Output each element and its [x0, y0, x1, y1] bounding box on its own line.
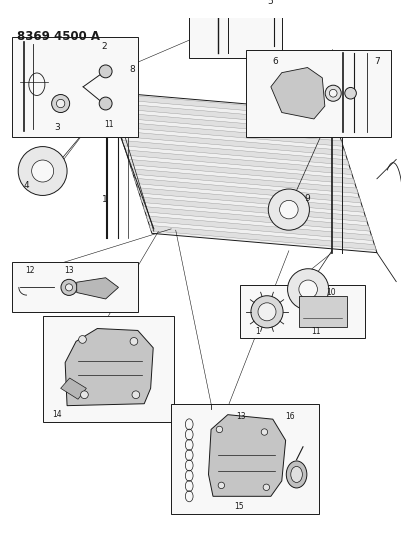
Bar [240, 286, 365, 338]
Bar [299, 296, 347, 327]
Ellipse shape [65, 284, 73, 291]
Polygon shape [134, 178, 361, 203]
Text: 16: 16 [285, 412, 295, 421]
Text: 6: 6 [273, 57, 278, 66]
Ellipse shape [218, 482, 224, 489]
Polygon shape [149, 225, 376, 250]
Text: 7: 7 [374, 57, 380, 66]
Text: 14: 14 [52, 409, 62, 418]
Text: 4: 4 [24, 181, 29, 190]
Ellipse shape [52, 94, 70, 112]
Polygon shape [146, 216, 373, 240]
Ellipse shape [261, 429, 268, 435]
Ellipse shape [288, 269, 329, 310]
Ellipse shape [279, 200, 298, 219]
Polygon shape [120, 131, 346, 156]
Polygon shape [140, 197, 367, 222]
Polygon shape [125, 150, 352, 175]
Text: 9: 9 [304, 193, 310, 203]
Polygon shape [122, 141, 349, 165]
Ellipse shape [99, 65, 112, 78]
Polygon shape [129, 159, 355, 184]
Ellipse shape [56, 99, 65, 108]
Text: 3: 3 [55, 123, 60, 132]
Text: 5: 5 [267, 0, 273, 6]
Text: 11: 11 [104, 119, 113, 128]
Ellipse shape [251, 296, 283, 328]
Bar [12, 37, 138, 137]
Bar [43, 316, 175, 422]
Polygon shape [65, 328, 153, 406]
Text: 10: 10 [326, 288, 335, 297]
Ellipse shape [80, 391, 88, 399]
Ellipse shape [268, 189, 309, 230]
Text: 15: 15 [234, 502, 244, 511]
Polygon shape [137, 188, 364, 212]
Polygon shape [107, 92, 377, 253]
Bar [246, 50, 391, 137]
Ellipse shape [99, 97, 112, 110]
Ellipse shape [263, 484, 270, 490]
Polygon shape [77, 278, 118, 299]
Text: 13: 13 [236, 412, 246, 421]
Text: 8369 4500 A: 8369 4500 A [17, 30, 100, 43]
Text: 13: 13 [64, 265, 74, 274]
Polygon shape [271, 68, 325, 119]
Ellipse shape [32, 160, 53, 182]
Polygon shape [61, 378, 86, 399]
Ellipse shape [79, 336, 86, 343]
Ellipse shape [325, 85, 341, 101]
Text: 11: 11 [311, 327, 321, 336]
Ellipse shape [291, 466, 302, 482]
Text: 1: 1 [102, 195, 108, 204]
Ellipse shape [345, 87, 356, 99]
Bar [188, 0, 282, 58]
Polygon shape [107, 93, 334, 118]
Ellipse shape [258, 303, 276, 321]
Ellipse shape [299, 280, 317, 298]
Text: 1: 1 [256, 327, 260, 336]
Ellipse shape [61, 279, 77, 295]
Polygon shape [131, 169, 358, 193]
Polygon shape [111, 103, 337, 127]
Polygon shape [116, 122, 343, 146]
Ellipse shape [130, 337, 138, 345]
Ellipse shape [216, 426, 223, 433]
Ellipse shape [286, 461, 307, 488]
Polygon shape [143, 206, 370, 231]
Polygon shape [208, 415, 286, 496]
Ellipse shape [132, 391, 140, 399]
Bar [104, 68, 136, 111]
Text: 2: 2 [101, 43, 106, 52]
Bar [171, 403, 319, 514]
Text: 8: 8 [130, 65, 135, 74]
Ellipse shape [329, 90, 337, 97]
Text: 12: 12 [26, 265, 35, 274]
Bar [12, 262, 138, 312]
Ellipse shape [18, 147, 67, 196]
Polygon shape [113, 112, 340, 137]
